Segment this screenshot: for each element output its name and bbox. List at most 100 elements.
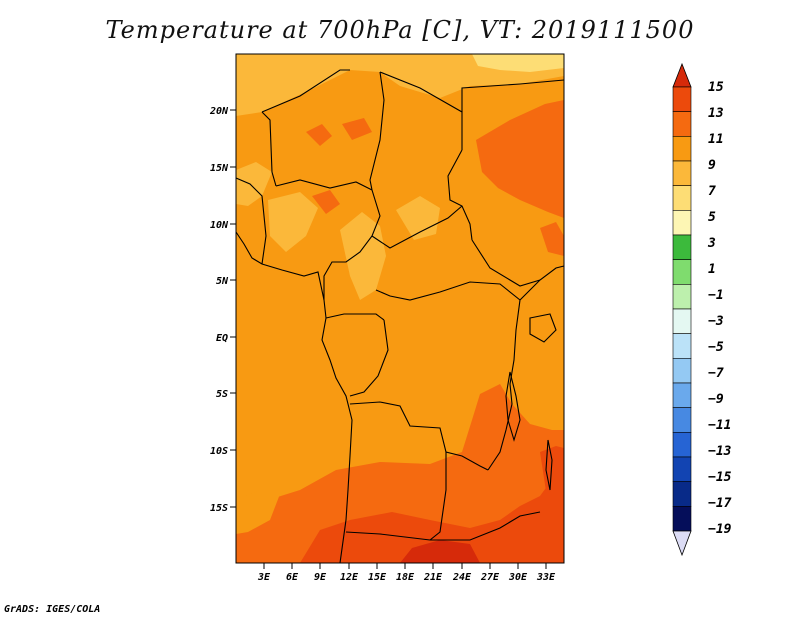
border-car-drc (375, 281, 521, 301)
border-mali-niger (261, 111, 277, 187)
contour-fill-warm-north-a (306, 124, 332, 146)
colorbar-label: −7 (708, 366, 724, 381)
border-niger-north (261, 69, 350, 113)
lat-tick-label: 5S (216, 389, 228, 400)
colorbar-label: −5 (708, 340, 724, 355)
colorbar-label: 7 (708, 184, 716, 199)
border-chad-niger (369, 71, 385, 191)
colorbar-label: 15 (708, 80, 724, 95)
colorbar-cell (672, 506, 692, 532)
colorbar-label: −1 (708, 288, 724, 303)
colorbar-label: −15 (708, 470, 732, 485)
colorbar-cell (672, 284, 692, 310)
colorbar-label: 3 (708, 236, 716, 251)
contour-fill-cool-west-sahel-2 (268, 192, 318, 252)
colorbar-label: −13 (708, 444, 732, 459)
contour-fill-warm-nigeria (312, 190, 340, 214)
lat-axis: 20N 15N 10N 5N EQ 5S 10S 15S (209, 106, 236, 514)
colorbar-cell (672, 136, 692, 162)
colorbar (672, 62, 692, 557)
colorbar-cell (672, 382, 692, 408)
colorbar-label: 1 (708, 262, 716, 277)
border-sudan-east (461, 79, 565, 112)
colorbar-cell (672, 210, 692, 236)
border-zambia-south (430, 511, 541, 541)
colorbar-cell (672, 456, 692, 482)
lat-tick-label: 20N (209, 106, 229, 117)
lake-tanganyika (505, 371, 521, 442)
colorbar-cell (672, 259, 692, 285)
colorbar-cell (672, 111, 692, 137)
border-drc-angola (349, 401, 489, 471)
credit-text: GrADS: IGES/COLA (4, 604, 101, 615)
lat-tick-label: 10S (210, 446, 228, 457)
contour-fill-coolest-north (472, 54, 564, 72)
border-south-sudan-kenya (471, 239, 541, 287)
contour-fill-warm-north-b (342, 118, 372, 140)
colorbar-cell (672, 160, 692, 186)
contour-fill-cool-west-sahel (236, 162, 272, 206)
border-angola-zambia (429, 452, 447, 541)
lon-tick-label: 15E (368, 572, 387, 583)
lon-tick-label: 12E (340, 572, 359, 583)
colorbar-cells (672, 86, 692, 532)
colorbar-label: −11 (708, 418, 732, 433)
lat-tick-label: 15S (210, 503, 228, 514)
contour-fill-hottest-south (400, 540, 480, 563)
lat-tick-label: 15N (210, 163, 229, 174)
colorbar-label: 5 (708, 210, 716, 225)
lon-tick-label: 3E (257, 572, 271, 583)
border-congo-drc (349, 319, 389, 397)
colorbar-cell (672, 407, 692, 433)
border-drc-east (487, 299, 521, 471)
contour-fill-cool-north (236, 54, 564, 116)
colorbar-cell (672, 185, 692, 211)
contour-fill-hot-east (540, 446, 564, 504)
colorbar-cell (672, 234, 692, 260)
border-chad-car (371, 205, 463, 249)
colorbar-cell (672, 86, 692, 112)
lon-tick-label: 30E (508, 572, 528, 583)
lon-tick-label: 24E (452, 572, 472, 583)
lat-tick-label: EQ (216, 333, 228, 344)
contour-fill-warm-south (236, 384, 564, 563)
lake-victoria (529, 313, 557, 343)
lon-tick-label: 9E (314, 572, 327, 583)
colorbar-cell (672, 308, 692, 334)
colorbar-cell (672, 432, 692, 458)
border-west-sahel (235, 177, 267, 265)
contour-fill-cool-chad (396, 196, 440, 240)
lon-tick-label: 27E (480, 572, 500, 583)
contour-fill-warm-east-coast (540, 222, 564, 256)
contour-fill-warm-east (476, 100, 564, 218)
colorbar-label: 13 (708, 106, 724, 121)
lon-tick-label: 18E (396, 572, 415, 583)
colorbar-label: 11 (708, 132, 724, 147)
border-angola-namibia (345, 531, 431, 541)
border-chad-sudan (447, 149, 473, 241)
colorbar-label: −9 (708, 392, 724, 407)
border-cameroon-congo (325, 313, 385, 321)
colorbar-cell (672, 358, 692, 384)
border-libya-chad (379, 71, 463, 150)
colorbar-label: −19 (708, 522, 732, 537)
plot-title: Temperature at 700hPa [C], VT: 201911150… (105, 16, 695, 44)
lat-tick-label: 10N (210, 220, 229, 231)
colorbar-label: 9 (708, 158, 716, 173)
lon-tick-label: 6E (286, 572, 299, 583)
colorbar-top-arrow (672, 62, 692, 88)
colorbar-bottom-arrow (672, 530, 692, 557)
lake-malawi (545, 439, 553, 491)
colorbar-cell (672, 333, 692, 359)
country-borders (235, 69, 565, 564)
contour-fill-hot-south (300, 470, 564, 563)
lat-tick-label: 5N (216, 276, 229, 287)
colorbar-label: −3 (708, 314, 724, 329)
colorbar-label: −17 (708, 496, 732, 511)
map-frame (235, 53, 565, 564)
lon-tick-label: 21E (423, 572, 443, 583)
colorbar-cell (672, 481, 692, 507)
border-east-africa (519, 265, 565, 301)
